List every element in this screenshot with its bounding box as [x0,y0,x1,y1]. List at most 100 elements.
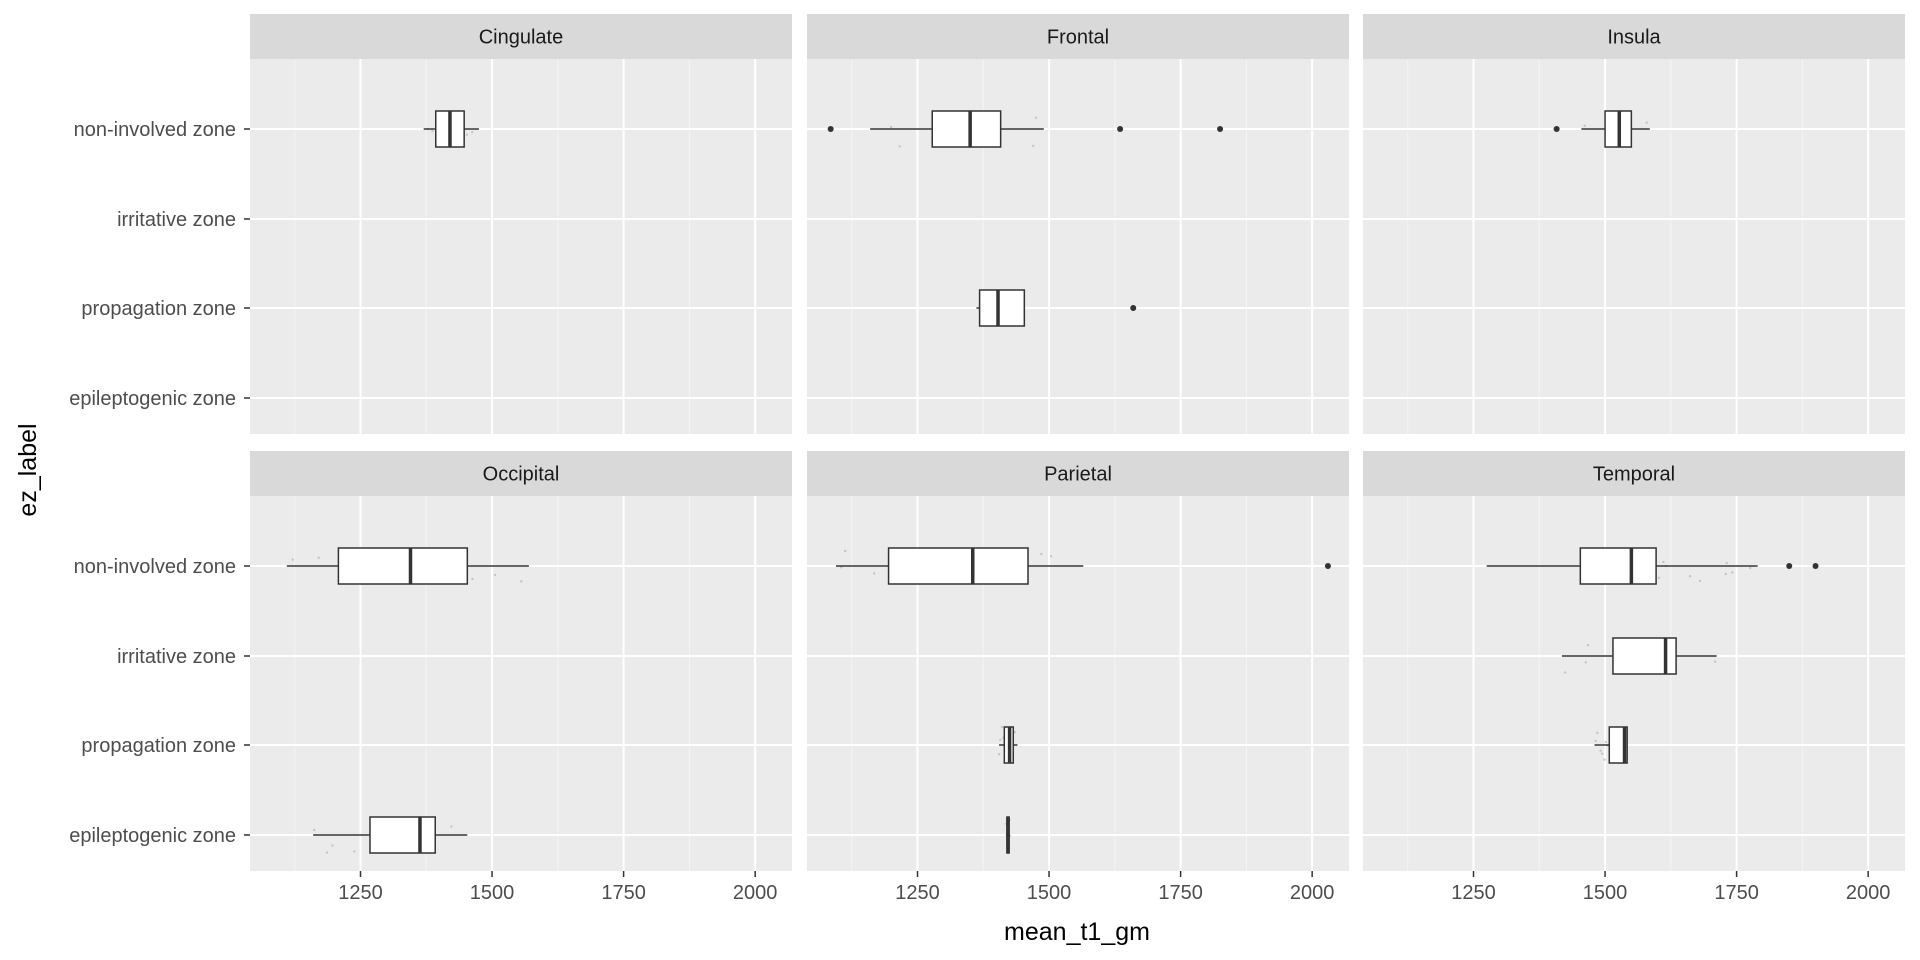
box-iqr [887,547,1029,585]
jitter-point [999,738,1002,742]
boxplot-propagation-zone [976,289,1137,327]
facet-strip-occipital [250,451,792,496]
boxplot-non-involved-zone [1486,547,1819,585]
facet-panel-parietal: Parietal [807,451,1349,871]
x-tick-label: 2000 [1290,882,1335,904]
outlier-point [1786,563,1793,569]
jitter-point [431,129,434,133]
outlier-point [1217,126,1224,132]
jitter-point [465,133,469,136]
facet-panels: Cingulate Frontal Insula Occipital Parietal T… [250,14,1905,871]
x-tick-label: 1750 [1158,882,1203,904]
jitter-point [471,577,474,581]
jitter-point [889,125,893,129]
facet-strip-frontal [807,14,1349,59]
jitter-point [291,558,294,561]
box-iqr [978,289,1026,327]
jitter-point [1583,124,1586,128]
facet-strip-label: Parietal [1044,464,1112,486]
panel-background [250,496,792,871]
y-axis-title: ez_label [14,423,42,516]
boxplot-non-involved-zone [286,547,529,585]
jitter-point [1040,552,1043,556]
jitter-point [313,828,316,832]
x-tick-label: 1250 [1451,882,1496,904]
jitter-point [1688,574,1692,578]
facet-strip-label: Insula [1607,27,1661,49]
facet-strip-label: Cingulate [479,27,564,49]
jitter-point [1032,144,1035,148]
jitter-point [872,572,876,575]
jitter-point [1599,749,1602,752]
facet-strip-label: Temporal [1593,464,1675,486]
boxplot-non-involved-zone [835,547,1331,585]
y-tick-label: irritative zone [117,646,236,668]
jitter-point [1713,660,1717,663]
jitter-point [1724,572,1727,576]
panel-background [1363,59,1905,434]
x-axis: 1250 1500 1750 2000 1250 1500 1750 2000 1250 1500… [338,871,1890,904]
outlier-point [1324,563,1331,569]
jitter-point [1584,661,1587,664]
x-tick-label: 1500 [470,882,515,904]
jitter-point [1725,561,1728,565]
x-axis-title: mean_t1_gm [1004,918,1150,946]
jitter-point [1662,560,1665,564]
x-tick-label: 1500 [1583,882,1628,904]
y-tick-label: non-involved zone [74,556,236,578]
jitter-point [1749,566,1752,570]
facet-panel-frontal: Frontal [807,14,1349,434]
outlier-point [1117,126,1124,132]
box-iqr [1579,547,1657,585]
jitter-point [1564,671,1567,674]
boxplot-propagation-zone [998,725,1018,764]
panel-background [250,59,792,434]
x-tick-label: 1500 [1027,882,1072,904]
boxplot-epileptogenic-zone [313,816,468,854]
facet-panel-temporal: Temporal [1363,451,1905,871]
boxplot-non-involved-zone [1553,110,1650,148]
jitter-point [1731,571,1734,574]
jitter-point [1698,579,1702,583]
jitter-point [471,131,474,134]
jitter-point [1000,725,1004,729]
jitter-point [998,753,1001,756]
jitter-point [1586,644,1590,647]
y-axis: non-involved zone irritative zone propagat… [69,119,250,847]
y-tick-label: propagation zone [81,298,236,320]
facet-strip-parietal [807,451,1349,496]
outlier-point [1130,305,1137,311]
panel-background [807,59,1349,434]
box-iqr [931,110,1002,148]
jitter-point [843,549,847,553]
jitter-point [898,145,901,148]
outlier-point [827,126,834,132]
facet-strip-cingulate [250,14,792,59]
box-iqr [337,547,469,585]
jitter-point [1645,121,1648,124]
x-tick-label: 1250 [895,882,940,904]
boxplot-irritative-zone [1561,637,1717,675]
jitter-point [1604,740,1607,744]
box-iqr [369,816,436,854]
x-tick-label: 1750 [601,882,646,904]
x-tick-label: 2000 [1846,882,1891,904]
jitter-point [450,825,453,828]
facet-panel-cingulate: Cingulate [250,14,792,434]
boxplot-non-involved-zone [423,110,479,148]
box-iqr [1608,726,1628,764]
jitter-point [331,844,334,847]
x-tick-label: 1250 [338,882,383,904]
x-tick-label: 2000 [733,882,778,904]
facet-strip-insula [1363,14,1905,59]
jitter-point [1596,731,1599,735]
boxplot-non-involved-zone [827,110,1224,148]
outlier-point [1553,126,1560,132]
y-tick-label: non-involved zone [74,119,236,141]
facet-panel-occipital: Occipital [250,451,792,871]
y-tick-label: irritative zone [117,209,236,231]
jitter-point [520,580,523,583]
jitter-point [1657,576,1660,580]
outlier-point [1812,563,1819,569]
jitter-point [1034,116,1038,120]
